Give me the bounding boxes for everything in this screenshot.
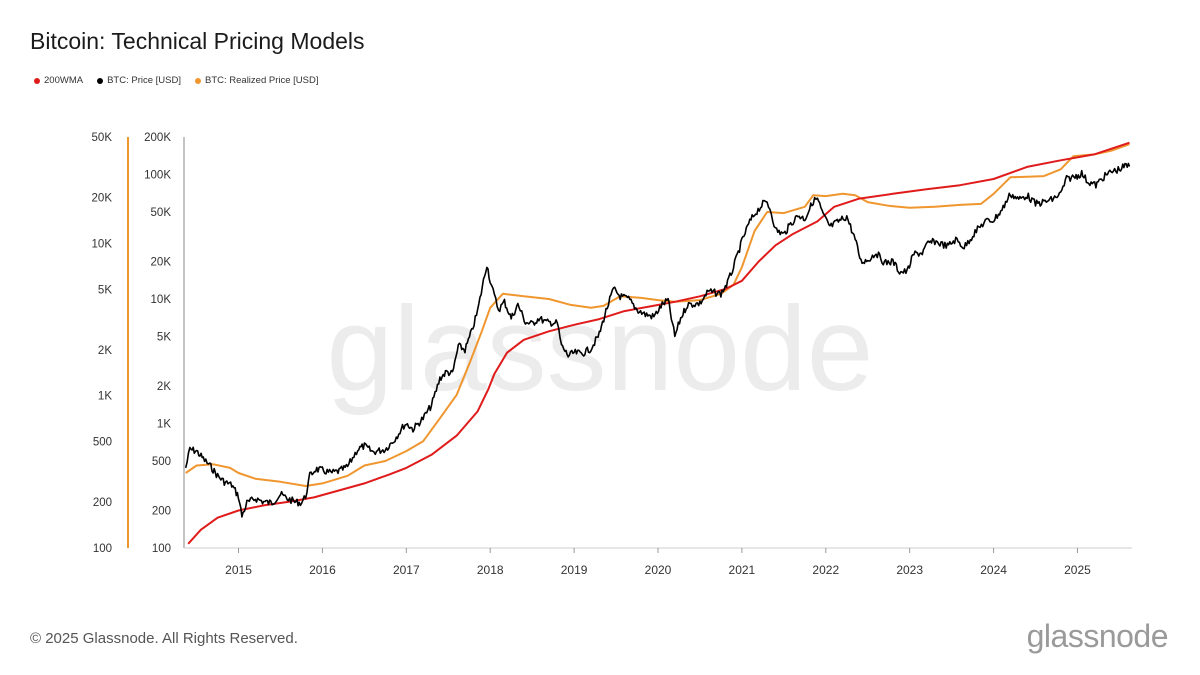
x-tick-label: 2017 <box>393 563 420 577</box>
x-tick-label: 2020 <box>645 563 672 577</box>
chart-legend: 200WMA BTC: Price [USD] BTC: Realized Pr… <box>34 75 319 86</box>
legend-item-price[interactable]: BTC: Price [USD] <box>97 75 181 86</box>
legend-dot-200wma <box>34 77 40 84</box>
left-y-tick-label: 5K <box>98 284 112 296</box>
legend-label-200wma: 200WMA <box>44 75 84 86</box>
x-tick-label: 2025 <box>1064 563 1091 577</box>
legend-label-price: BTC: Price [USD] <box>107 75 181 86</box>
series-line-btc-realized-price-usd[interactable] <box>185 143 1130 487</box>
x-tick-label: 2018 <box>477 563 504 577</box>
x-tick-label: 2023 <box>896 563 923 577</box>
legend-dot-realized-price <box>194 77 201 84</box>
x-tick-label: 2015 <box>225 563 252 577</box>
right-y-tick-label: 500 <box>152 456 171 468</box>
x-tick-label: 2019 <box>561 563 588 577</box>
right-y-tick-label: 2K <box>157 381 171 393</box>
copyright-text: © 2025 Glassnode. All Rights Reserved. <box>30 630 298 647</box>
x-tick-label: 2021 <box>729 563 756 577</box>
right-y-tick-label: 200 <box>152 506 171 518</box>
legend-label-realized-price: BTC: Realized Price [USD] <box>204 75 319 86</box>
series-layer <box>184 141 1131 545</box>
left-y-tick-label: 50K <box>92 132 113 144</box>
right-y-ticks: 100 200 500 1K 2K 5K 10K 20K 50K 100K 200K <box>144 132 171 555</box>
right-y-tick-label: 100 <box>152 543 171 555</box>
glassnode-logo: glassnode <box>1026 618 1169 654</box>
legend-dot-price <box>97 77 104 84</box>
left-y-tick-label: 10K <box>92 238 113 250</box>
x-axis-ticks: 2015 2016 2017 2018 2019 2020 2021 2022 2023 2024… <box>225 548 1091 577</box>
left-y-tick-label: 500 <box>93 437 112 449</box>
right-y-tick-label: 50K <box>151 207 172 219</box>
series-line-btc-price-usd[interactable] <box>184 162 1131 518</box>
right-y-tick-label: 5K <box>157 331 171 343</box>
series-line-200wma[interactable] <box>187 141 1130 545</box>
left-y-tick-label: 20K <box>92 193 113 205</box>
left-y-ticks: 100 200 500 1K 2K 5K 10K 20K 50K <box>92 132 113 555</box>
x-tick-label: 2016 <box>309 563 336 577</box>
right-y-tick-label: 1K <box>157 418 171 430</box>
left-y-tick-label: 200 <box>93 497 112 509</box>
legend-item-200wma[interactable]: 200WMA <box>34 75 83 86</box>
page-title: Bitcoin: Technical Pricing Models <box>30 28 365 54</box>
right-y-tick-label: 10K <box>151 294 172 306</box>
watermark: glassnode <box>326 282 873 416</box>
right-y-tick-label: 20K <box>151 257 172 269</box>
legend-item-realized-price[interactable]: BTC: Realized Price [USD] <box>194 75 319 86</box>
x-tick-label: 2024 <box>980 563 1007 577</box>
left-y-tick-label: 1K <box>98 391 112 403</box>
x-tick-label: 2022 <box>812 563 839 577</box>
right-y-tick-label: 200K <box>144 132 171 144</box>
right-y-tick-label: 100K <box>144 169 171 181</box>
left-y-tick-label: 100 <box>93 543 112 555</box>
left-y-tick-label: 2K <box>98 345 112 357</box>
